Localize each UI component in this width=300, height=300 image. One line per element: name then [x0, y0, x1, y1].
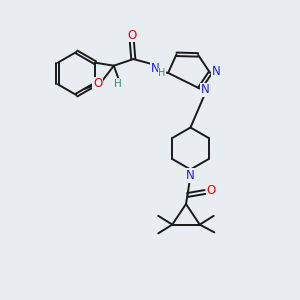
Text: N: N: [201, 83, 209, 97]
Text: N: N: [212, 65, 220, 79]
Text: N: N: [186, 169, 195, 182]
Text: N: N: [151, 61, 160, 75]
Text: O: O: [93, 77, 102, 91]
Text: O: O: [206, 184, 215, 197]
Text: H: H: [158, 68, 166, 79]
Text: H: H: [114, 79, 122, 89]
Text: O: O: [127, 28, 136, 42]
